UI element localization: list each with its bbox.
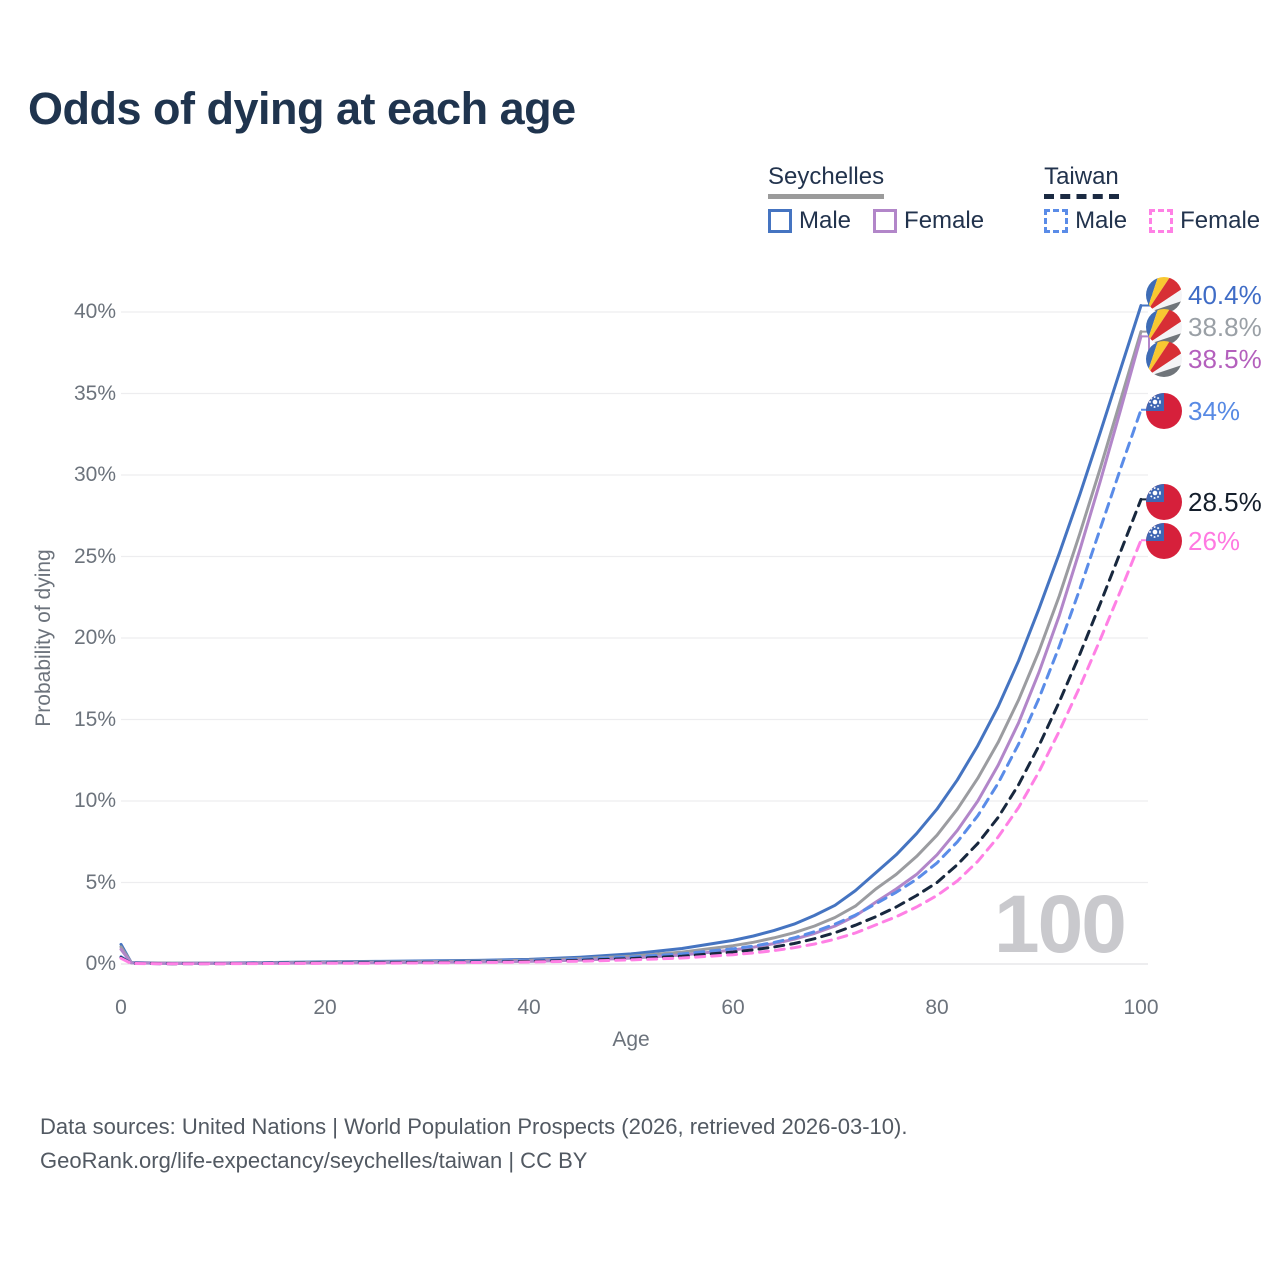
seychelles-female-line-swatch (873, 209, 898, 233)
legend-group-taiwan: Taiwan Male Female (1044, 163, 1260, 235)
line-seychelles-both[interactable] (119, 330, 1143, 965)
taiwan-flag-icon (1146, 484, 1182, 520)
source-url-line: GeoRank.org/life-expectancy/seychelles/t… (40, 1148, 588, 1173)
legend-item-taiwan-female[interactable]: Female (1149, 207, 1260, 235)
seychelles-flag-icon (1146, 309, 1182, 345)
taiwan-flag-icon (1146, 523, 1182, 559)
legend-item-label: Female (1180, 207, 1261, 234)
y-tick-label: 20% (73, 626, 116, 649)
x-tick-label: 100 (1123, 996, 1159, 1019)
series-end-label: 26% (1146, 523, 1240, 559)
taiwan-female-line-swatch (1149, 209, 1174, 233)
end-label-value: 28.5% (1188, 486, 1262, 517)
legend: Seychelles Male Female Taiwan Male (768, 163, 1260, 235)
line-taiwan-male[interactable] (119, 408, 1143, 966)
legend-item-seychelles-female[interactable]: Female (873, 207, 984, 235)
attribution-footer: Data sources: United Nations | World Pop… (40, 1110, 907, 1178)
end-label-value: 38.5% (1188, 343, 1262, 374)
legend-item-taiwan-male[interactable]: Male (1044, 207, 1127, 235)
age-counter-watermark: 100 (994, 879, 1127, 970)
y-tick-label: 10% (73, 789, 116, 812)
y-tick-label: 15% (73, 707, 116, 731)
data-sources-line: Data sources: United Nations | World Pop… (40, 1114, 908, 1139)
seychelles-flag-icon (1146, 277, 1182, 313)
series-end-label: 34% (1146, 393, 1240, 429)
x-tick-label: 80 (925, 996, 949, 1019)
y-tick-label: 40% (73, 300, 116, 323)
taiwan-male-line-swatch (1044, 209, 1069, 233)
x-tick-label: 60 (721, 996, 745, 1019)
end-label-value: 38.8% (1188, 311, 1262, 342)
series-end-label: 38.8% (1146, 309, 1262, 345)
x-tick-label: 20 (313, 996, 337, 1019)
legend-group-seychelles: Seychelles Male Female (768, 163, 984, 235)
line-taiwan-female[interactable] (119, 538, 1143, 966)
y-tick-label: 25% (73, 544, 116, 568)
x-tick-label: 0 (115, 996, 127, 1019)
taiwan-flag-icon (1146, 393, 1182, 429)
x-axis-title: Age (612, 1028, 650, 1051)
legend-item-label: Female (904, 207, 985, 234)
legend-row-taiwan: Male Female (1044, 207, 1260, 235)
seychelles-flag-icon (1146, 341, 1182, 377)
legend-row-seychelles: Male Female (768, 207, 984, 235)
y-tick-label: 0% (85, 952, 116, 975)
y-tick-label: 35% (73, 381, 116, 405)
line-seychelles-female[interactable] (119, 334, 1143, 965)
legend-item-seychelles-male[interactable]: Male (768, 207, 851, 235)
legend-item-label: Male (1075, 207, 1128, 234)
line-taiwan-both[interactable] (119, 497, 1143, 966)
series-end-label: 38.5% (1146, 341, 1262, 377)
legend-group-label-seychelles[interactable]: Seychelles (768, 163, 885, 199)
plot-area[interactable] (0, 0, 1280, 1080)
series-end-label: 28.5% (1146, 484, 1262, 520)
line-seychelles-male[interactable] (119, 304, 1143, 965)
series-end-label: 40.4% (1146, 277, 1262, 313)
y-tick-label: 5% (85, 870, 116, 894)
y-tick-label: 30% (73, 463, 116, 486)
legend-group-label-taiwan[interactable]: Taiwan (1044, 163, 1119, 199)
end-label-value: 34% (1188, 395, 1241, 426)
end-label-value: 40.4% (1188, 279, 1262, 310)
legend-item-label: Male (799, 207, 852, 234)
end-label-value: 26% (1188, 525, 1241, 556)
x-tick-label: 40 (517, 996, 541, 1019)
page-title: Odds of dying at each age (28, 83, 576, 134)
seychelles-male-line-swatch (768, 209, 792, 233)
